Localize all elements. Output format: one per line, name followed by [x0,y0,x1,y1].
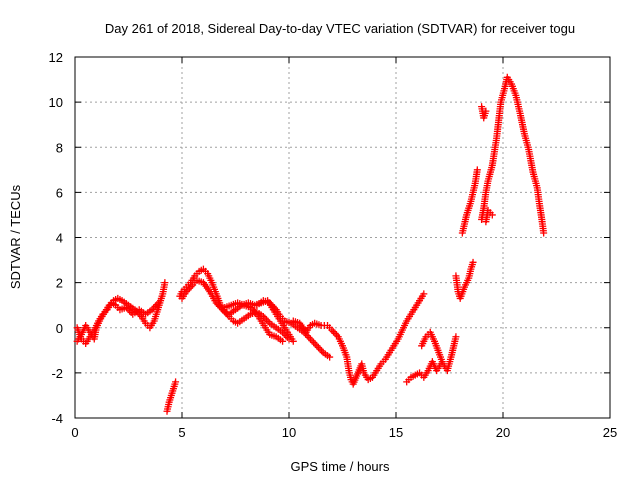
data-point [331,329,339,337]
data-point [310,338,318,346]
y-tick-label: 8 [56,140,63,155]
y-tick-label: 0 [56,321,63,336]
data-point [311,340,319,348]
data-point [316,345,324,353]
y-axis-label: SDTVAR / TECUs [8,184,23,289]
data-point [279,337,287,345]
data-point [306,335,314,343]
x-tick-label: 25 [603,425,617,440]
y-tick-label: 6 [56,185,63,200]
y-tick-label: 4 [56,231,63,246]
data-point [264,318,272,326]
y-tick-label: 12 [49,50,63,65]
data-point [314,343,322,351]
x-tick-label: 0 [71,425,78,440]
chart-title: Day 261 of 2018, Sidereal Day-to-day VTE… [105,21,575,36]
data-point [482,107,490,115]
grid-lines [75,57,610,418]
y-tick-label: 2 [56,276,63,291]
data-point [289,337,297,345]
x-axis-label: GPS time / hours [291,459,390,474]
data-point [329,328,337,336]
data-point [540,229,548,237]
data-point [313,342,321,350]
x-tick-label: 10 [282,425,296,440]
x-tick-label: 5 [178,425,185,440]
axis-ticks: 0 5 10 15 20 25 -4 -2 0 2 4 6 8 10 12 [49,50,618,440]
data-point [473,166,481,174]
data-point [282,332,290,340]
y-tick-label: -4 [51,411,63,426]
data-points [73,73,548,415]
data-point [172,378,180,386]
data-point [318,347,326,355]
data-point [308,337,316,345]
data-point [469,258,477,266]
data-point [452,333,460,341]
data-point [185,284,193,292]
y-tick-label: -2 [51,366,63,381]
data-point [285,335,293,343]
y-tick-label: 10 [49,95,63,110]
x-tick-label: 15 [389,425,403,440]
data-point [420,290,428,298]
data-point [161,279,169,287]
data-point [488,211,496,219]
data-point [326,353,334,361]
data-point [154,299,162,307]
x-tick-label: 20 [496,425,510,440]
